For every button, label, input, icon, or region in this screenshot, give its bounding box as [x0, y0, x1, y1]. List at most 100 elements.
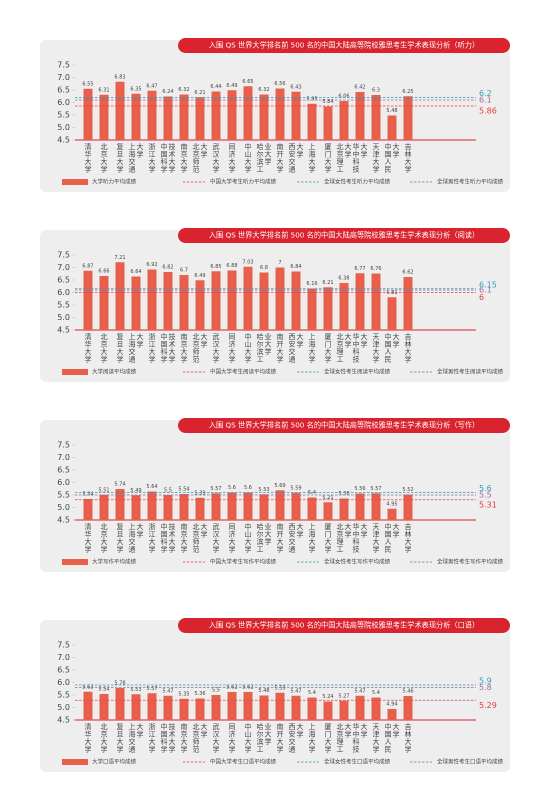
x-label-box: 哈尔滨工业大学: [256, 333, 272, 363]
x-label-box: 上海大学: [308, 143, 316, 173]
x-label-box: 复旦大学: [116, 333, 124, 363]
legend-label: 全球女性考生阅读平均成绩: [324, 368, 391, 376]
data-label: 5.47: [162, 688, 173, 694]
x-label-box: 厦门大学: [324, 333, 332, 363]
x-label-box: 中国人民大学: [384, 143, 400, 173]
x-label-box: 北京理工大学: [336, 723, 352, 753]
bar: [115, 688, 125, 720]
y-tick-label: 5.0: [57, 123, 70, 132]
x-tick-label: 复旦大学: [116, 523, 124, 553]
x-tick-label: 厦门大学: [324, 143, 332, 173]
bar: [259, 695, 269, 720]
y-tick-label: 6.0: [57, 98, 70, 107]
data-label: 6.76: [370, 266, 381, 272]
bar: [99, 94, 109, 140]
x-label-box: 厦门大学: [324, 723, 332, 753]
x-tick-label: 南开大学: [276, 143, 284, 173]
chart-panel: 入围 QS 世界大学排名前 500 名的中国大陆高等院校雅思考生学术表现分析（阅…: [40, 228, 510, 382]
x-label-box: 武汉大学: [212, 523, 220, 553]
bar: [195, 280, 205, 330]
x-label-box: 厦门大学: [324, 143, 332, 173]
x-label-box: 上海大学: [308, 333, 316, 363]
x-label-box: 中国人民大学: [384, 333, 400, 363]
data-label: 6.56: [274, 81, 285, 87]
bar: [195, 97, 205, 140]
x-tick-label: 北京大学: [100, 723, 108, 753]
x-label-box: 华中科技大学: [352, 723, 368, 753]
bar: [307, 497, 317, 520]
x-tick-label: 同济大学: [228, 333, 236, 363]
x-tick-label: 北京大学: [100, 523, 108, 553]
data-label: 6.42: [354, 85, 365, 91]
y-tick-label: 5.0: [57, 503, 70, 512]
data-label: 7.03: [242, 259, 253, 265]
x-label-box: 中山大学: [244, 723, 252, 753]
x-label-box: 南开大学: [276, 143, 284, 173]
reference-label: 5.29: [479, 701, 497, 710]
bar: [387, 709, 397, 720]
x-tick-label: 上海大学: [308, 523, 316, 553]
data-label: 6.84: [290, 264, 301, 270]
x-tick-label: 复旦大学: [116, 143, 124, 173]
chart-title: 入围 QS 世界大学排名前 500 名的中国大陆高等院校雅思考生学术表现分析（写…: [209, 421, 479, 430]
data-label: 6.3: [372, 88, 380, 94]
x-label-box: 武汉大学: [212, 333, 220, 363]
y-tick-label: 4.5: [57, 326, 70, 335]
x-label-box: 天津大学: [372, 723, 380, 753]
x-tick-label: 中山大学: [244, 723, 252, 753]
chart-title: 入围 QS 世界大学排名前 500 名的中国大陆高等院校雅思考生学术表现分析（口…: [209, 621, 479, 630]
reference-label: 6: [479, 293, 484, 302]
x-label-box: 南京大学: [180, 143, 188, 173]
x-label-box: 上海交通大学: [128, 143, 144, 173]
x-label-box: 北京大学: [100, 523, 108, 553]
data-label: 6.65: [242, 79, 253, 85]
x-tick-label: 复旦大学: [116, 333, 124, 363]
x-label-box: 中国人民大学: [384, 523, 400, 553]
bar: [403, 96, 413, 140]
data-label: 6.32: [178, 87, 189, 93]
x-label-box: 中国科学技术大学: [160, 523, 176, 553]
data-label: 5.6: [228, 485, 236, 491]
x-label-box: 复旦大学: [116, 523, 124, 553]
x-label-box: 南开大学: [276, 333, 284, 363]
x-label-box: 同济大学: [228, 143, 236, 173]
bar: [323, 287, 333, 330]
bar: [323, 701, 333, 720]
bar: [163, 272, 173, 330]
x-label-box: 北京大学: [100, 723, 108, 753]
x-label-box: 北京理工大学: [336, 523, 352, 553]
x-tick-label: 清华大学: [84, 333, 92, 363]
y-tick-label: 5.5: [57, 301, 70, 310]
bar: [291, 271, 301, 330]
legend-swatch: [62, 179, 88, 185]
legend-swatch: [62, 369, 88, 375]
x-tick-label: 清华大学: [84, 143, 92, 173]
x-tick-label: 哈尔滨工业大学: [256, 333, 272, 363]
bar: [339, 101, 349, 140]
bar: [227, 692, 237, 720]
bar: [131, 694, 141, 720]
x-tick-label: 南京大学: [180, 143, 188, 173]
x-tick-label: 北京师范大学: [192, 333, 208, 363]
bar: [147, 693, 157, 720]
x-tick-label: 华中科技大学: [352, 723, 368, 753]
x-tick-label: 厦门大学: [324, 723, 332, 753]
reference-label: 5.8: [479, 683, 492, 692]
x-tick-label: 中国人民大学: [384, 523, 400, 553]
reference-label: 6.2: [479, 89, 492, 98]
data-label: 5.27: [338, 693, 349, 699]
bar: [355, 493, 365, 520]
bar: [291, 492, 301, 520]
bar: [371, 493, 381, 520]
y-tick-label: 7.5: [57, 251, 70, 260]
bar: [339, 283, 349, 330]
y-tick-label: 5.5: [57, 691, 70, 700]
data-label: 5.4: [308, 490, 316, 496]
x-tick-label: 厦门大学: [324, 523, 332, 553]
x-label-box: 哈尔滨工业大学: [256, 523, 272, 553]
x-label-box: 上海交通大学: [128, 523, 144, 553]
data-label: 5.57: [370, 486, 381, 492]
data-label: 5.59: [290, 485, 301, 491]
